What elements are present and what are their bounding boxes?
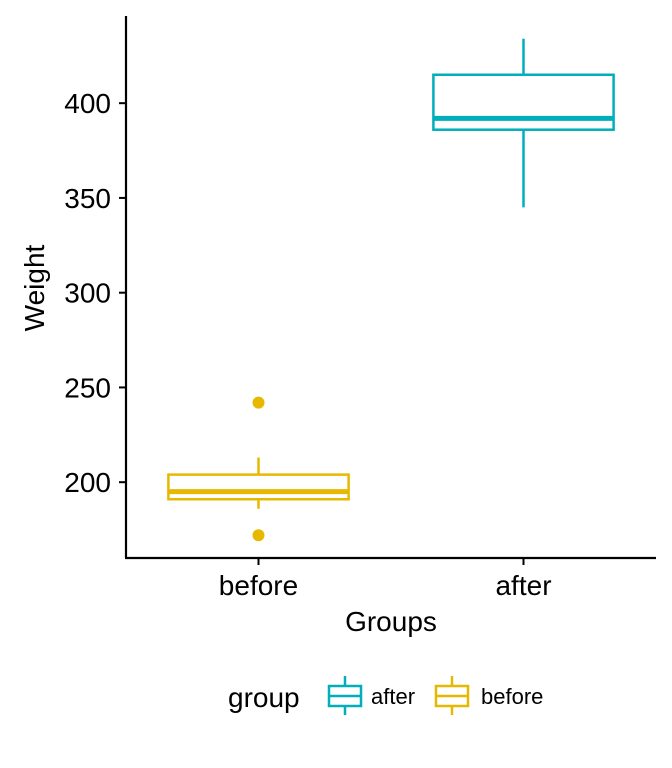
outlier-point [252,529,265,542]
iqr-box [167,473,350,501]
y-tick-label: 300 [64,278,111,309]
legend-label: after [371,684,415,709]
legend-label: before [481,684,543,709]
legend-item-before: before [434,676,543,715]
legend-title: group [228,682,300,713]
box-before [167,396,350,542]
y-axis-title: Weight [19,244,50,331]
plot-area [167,38,615,542]
y-tick-label: 400 [64,88,111,119]
x-axis-ticks: before after [219,558,552,601]
legend-item-after: after [327,676,415,715]
iqr-box [432,73,615,131]
legend-items: after before [327,676,543,715]
x-tick-label: after [495,570,551,601]
outlier-point [252,396,265,409]
x-axis-title: Groups [345,606,437,637]
y-tick-label: 200 [64,467,111,498]
box-after [432,38,615,208]
y-axis-ticks: 200 250 300 350 400 [64,88,126,498]
y-tick-label: 250 [64,372,111,403]
x-tick-label: before [219,570,298,601]
legend: group after before [228,676,543,715]
y-tick-label: 350 [64,183,111,214]
